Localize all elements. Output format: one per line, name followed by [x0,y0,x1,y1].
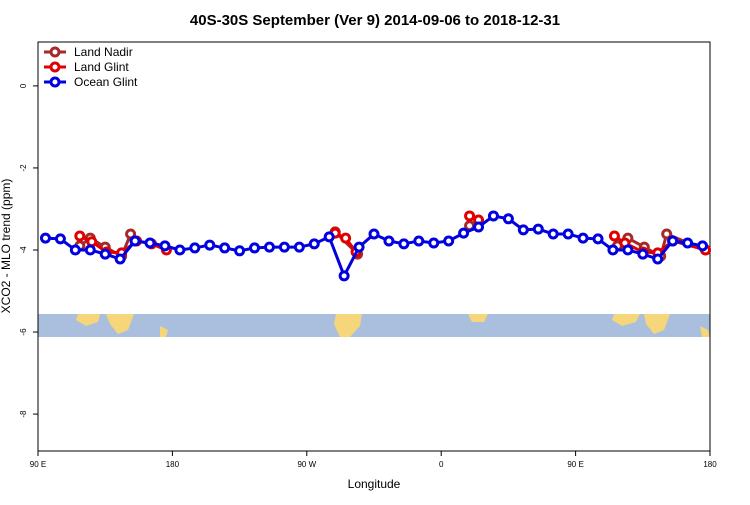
legend-label: Ocean Glint [74,75,138,89]
point [661,228,673,240]
point [383,235,395,247]
point [69,244,81,256]
y-tick-label: -6 [19,328,28,336]
point [667,235,679,247]
point [413,235,425,247]
legend-marker [49,76,61,88]
point [308,238,320,250]
point [652,253,664,265]
point [398,238,410,250]
point [592,233,604,245]
y-tick-label: -8 [19,410,28,418]
map-strip [38,314,710,337]
point [562,228,574,240]
point [340,232,352,244]
plot-frame [37,41,711,452]
y-axis-label: XCO2 - MLO trend (ppm) [0,179,13,314]
y-tick-label: 0 [19,83,28,88]
point [502,213,514,225]
point [428,237,440,249]
x-tick-label: 180 [166,460,180,469]
point [487,210,499,222]
point [39,232,51,244]
point [278,241,290,253]
chart-title: 40S-30S September (Ver 9) 2014-09-06 to … [190,12,560,29]
point [607,244,619,256]
point [323,231,335,243]
point [368,228,380,240]
point [74,230,86,242]
point [114,253,126,265]
point [637,248,649,260]
point [189,242,201,254]
series [39,210,709,282]
point [174,244,186,256]
point [697,240,709,252]
point [517,224,529,236]
point [263,241,275,253]
legend-marker [49,61,61,73]
legend-marker [49,46,61,58]
point [338,270,350,282]
point [129,235,141,247]
x-tick-label: 90 W [297,460,316,469]
y-tick-label: -4 [19,246,28,254]
x-tick-label: 0 [439,460,444,469]
point [159,240,171,252]
point [458,227,470,239]
x-tick-label: 90 E [30,460,46,469]
point [99,248,111,260]
point [86,236,98,248]
point [608,230,620,242]
point [622,244,634,256]
point [473,221,485,233]
point [464,210,476,222]
x-tick-label: 180 [703,460,717,469]
x-axis-label: Longitude [348,477,401,491]
point [532,223,544,235]
point [219,242,231,254]
x-tick-label: 90 E [567,460,583,469]
point [249,242,261,254]
y-tick-label: -2 [19,164,28,172]
point [204,239,216,251]
point [54,233,66,245]
point [547,228,559,240]
series-line [45,214,703,280]
point [293,241,305,253]
point [682,237,694,249]
point [353,241,365,253]
point [577,232,589,244]
point [234,245,246,257]
legend-label: Land Glint [74,60,129,74]
point [443,235,455,247]
point [84,244,96,256]
legend-label: Land Nadir [74,45,133,59]
point [144,237,156,249]
